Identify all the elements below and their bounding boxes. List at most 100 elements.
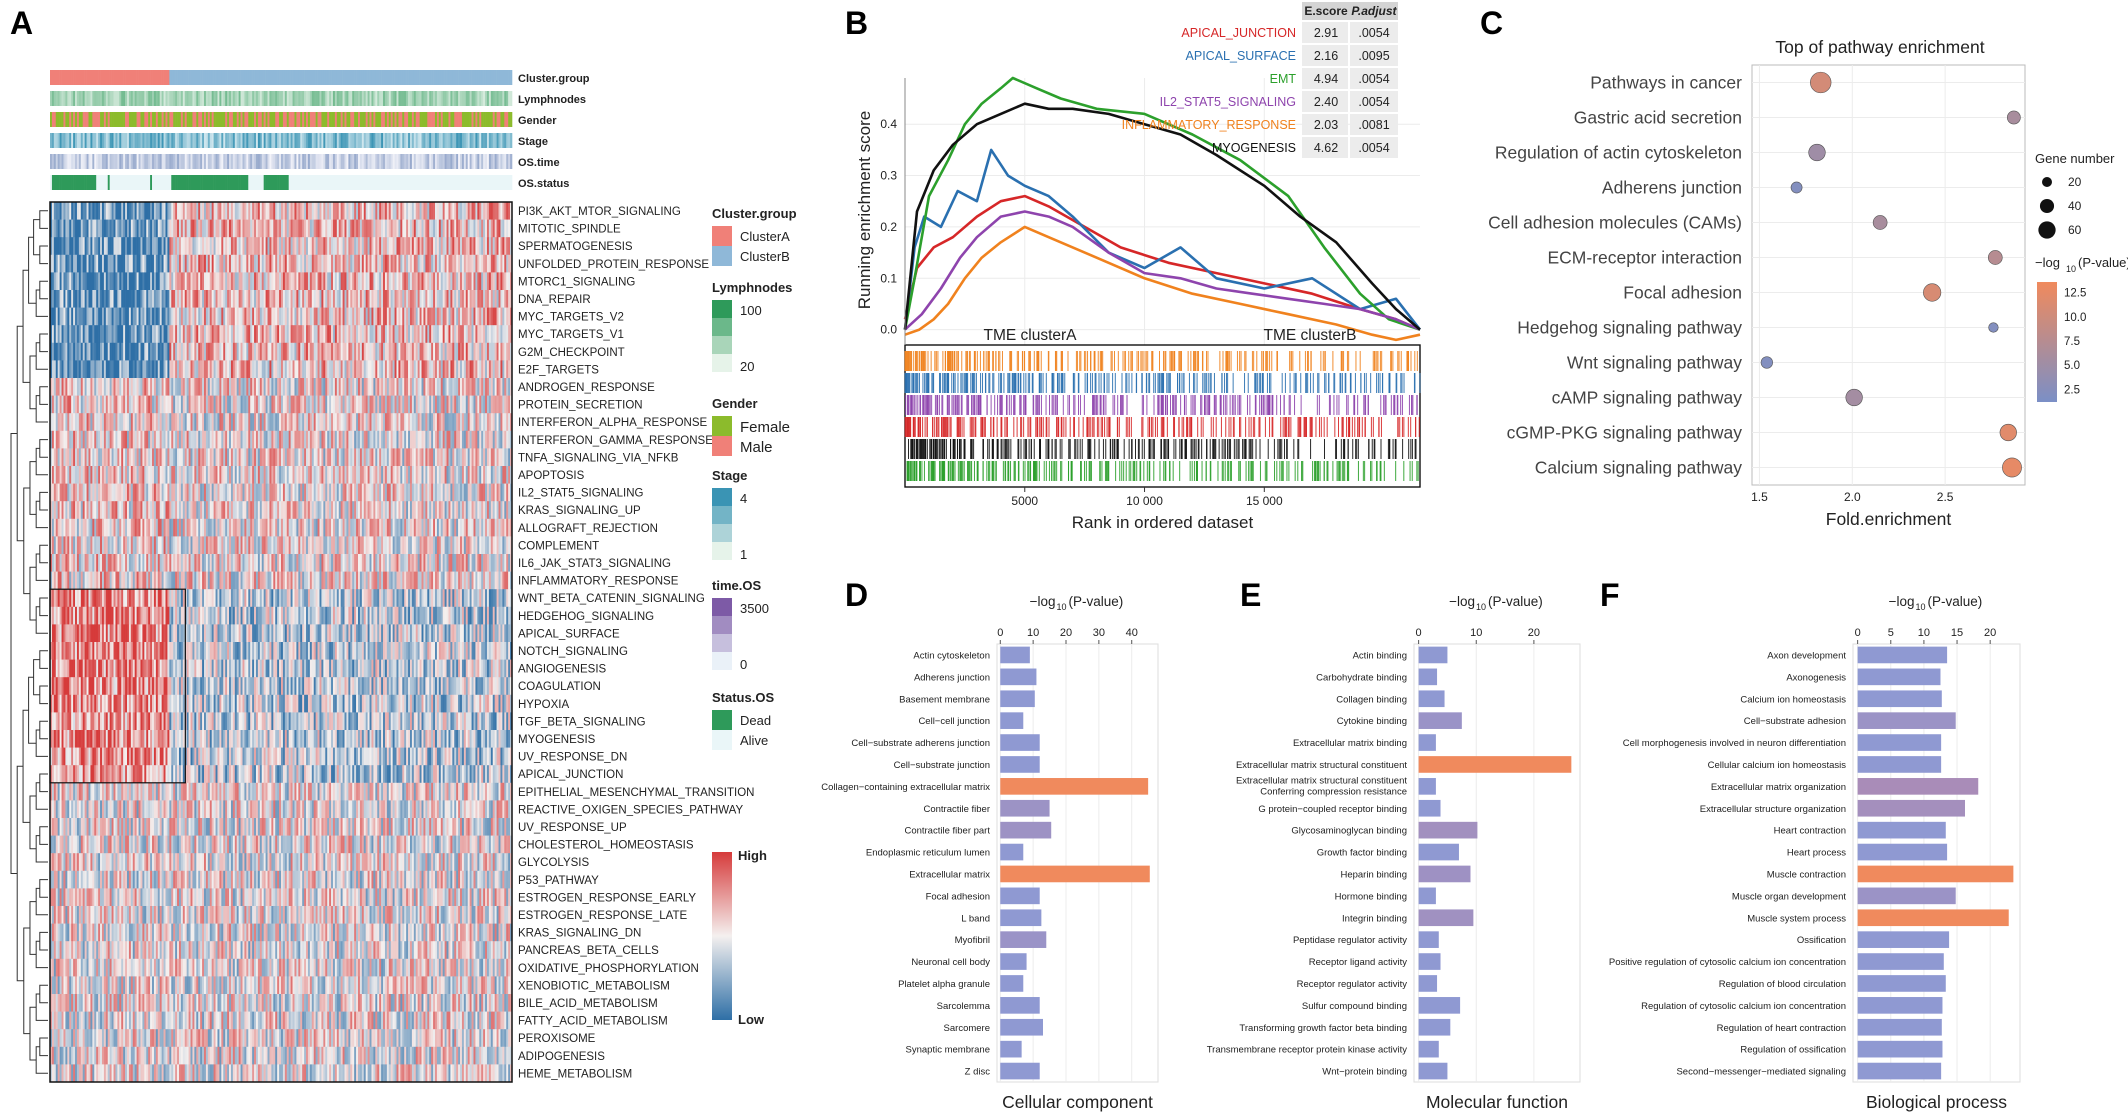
category-label: L band [961, 913, 990, 924]
category-label: Regulation of blood circulation [1719, 979, 1846, 990]
cellular-component-bar-panel: 0 10 20 30 40−log 10 (P-value)Actin cytoskelet… [821, 594, 1159, 1112]
bar [1000, 712, 1024, 729]
category-label: Regulation of ossification [1740, 1045, 1846, 1056]
category-label: Heart process [1787, 848, 1846, 859]
category-label: Sarcolemma [937, 1001, 991, 1012]
bar [1857, 843, 1948, 861]
table-header-escore: E.score [1304, 4, 1348, 18]
x-axis-label: Fold.enrichment [1826, 509, 1952, 529]
y-tick-label: 0.0 [880, 323, 897, 337]
bar [1418, 887, 1436, 905]
legend-title: Stage [712, 468, 747, 483]
table-cell-bg [1350, 68, 1398, 89]
bar [1857, 997, 1943, 1014]
bar [1418, 821, 1478, 839]
pathway-category-label: cAMP signaling pathway [1552, 388, 1743, 408]
enrichment-bubble [1808, 143, 1826, 162]
pathway-label: EPITHELIAL_MESENCHYMAL_TRANSITION [518, 787, 754, 799]
category-label: Z disc [965, 1067, 991, 1078]
bar [1857, 1062, 1942, 1080]
table-cell-bg [1302, 22, 1348, 43]
legend-tick: 20 [740, 359, 754, 374]
series-padjust: .0054 [1358, 72, 1389, 86]
pathway-label: G2M_CHECKPOINT [518, 347, 625, 359]
x-axis-label-sub: 10 [1476, 602, 1486, 612]
bar [1857, 668, 1941, 686]
category-label: Extracellular matrix structural constitu… [1236, 775, 1407, 786]
pathway-category-label: Wnt signaling pathway [1567, 353, 1742, 373]
bar [1000, 1018, 1043, 1036]
legend-item: ClusterA [740, 229, 790, 244]
size-legend-title: Gene number [2035, 151, 2115, 166]
category-label: Transforming growth factor beta binding [1239, 1023, 1407, 1034]
y-tick-label: 0.3 [880, 169, 897, 183]
scale-low-label: Low [738, 1012, 765, 1027]
category-axis-title: Biological process [1866, 1092, 2007, 1112]
x-tick-label: 30 [1093, 627, 1105, 639]
bar [1857, 690, 1942, 708]
y-axis-label: Running enrichment score [855, 111, 874, 309]
bar [1857, 953, 1944, 970]
x-tick-label: 5000 [1011, 494, 1038, 508]
size-legend-dot [2038, 221, 2056, 239]
pathway-label: UV_RESPONSE_DN [518, 752, 627, 764]
enrichment-bubble [1923, 283, 1942, 302]
pathway-category-label: Cell adhesion molecules (CAMs) [1488, 213, 1742, 233]
x-axis-label-prefix: −log [1889, 594, 1915, 609]
legend-swatch [712, 616, 732, 634]
bar [1000, 953, 1027, 970]
pathway-label: APICAL_JUNCTION [518, 769, 623, 781]
legend-tick: 4 [740, 491, 747, 506]
bar [1418, 1062, 1448, 1080]
legend-swatch [712, 542, 732, 560]
legend-swatch [712, 226, 732, 246]
pathway-label: INTERFERON_GAMMA_RESPONSE [518, 435, 713, 447]
category-label: Cytokine binding [1337, 716, 1407, 727]
bar [1418, 646, 1448, 664]
category-label: Actin binding [1353, 650, 1407, 661]
bar [1418, 975, 1438, 992]
series-legend-label: APICAL_JUNCTION [1181, 26, 1296, 40]
bar [1857, 887, 1956, 905]
legend-title: Gender [712, 396, 758, 411]
annotation-label: Lymphnodes [518, 94, 586, 106]
pathway-label: ADIPOGENESIS [518, 1051, 605, 1063]
barcode-row-il2-stat5-signaling [905, 395, 1418, 415]
series-legend-label: MYOGENESIS [1212, 141, 1296, 155]
annotation-track [50, 175, 513, 190]
bar [1418, 690, 1445, 708]
pathway-label: INFLAMMATORY_RESPONSE [518, 576, 679, 588]
enrichment-bubble [1872, 215, 1888, 230]
bar [1418, 865, 1471, 883]
highlight-box [49, 588, 186, 784]
category-label: Extracellular matrix organization [1711, 782, 1846, 793]
enrichment-bubble [1790, 181, 1803, 194]
pathway-label: PROTEIN_SECRETION [518, 400, 643, 412]
bar [1857, 975, 1946, 992]
bar [1418, 756, 1572, 773]
category-axis-title: Molecular function [1426, 1092, 1568, 1112]
size-legend-label: 40 [2068, 199, 2082, 213]
series-line-inflammatory-response [904, 225, 1421, 342]
x-axis-label-suffix: (P-value) [1488, 594, 1543, 609]
bar [1857, 1040, 1943, 1058]
x-axis-label: Rank in ordered dataset [1072, 513, 1254, 532]
category-label: Regulation of cytosolic calcium ion conc… [1641, 1001, 1846, 1012]
pathway-label: XENOBIOTIC_METABOLISM [518, 980, 670, 992]
category-label: Extracellular matrix [909, 869, 990, 880]
bar [1000, 997, 1040, 1014]
row-dendrogram [10, 210, 48, 1074]
pathway-label: MTORC1_SIGNALING [518, 276, 635, 288]
category-label: Axonogenesis [1786, 672, 1846, 683]
x-tick-label: 0 [1416, 627, 1422, 639]
category-label: Endoplasmic reticulum lumen [866, 848, 990, 859]
pathway-label: MITOTIC_SPINDLE [518, 224, 621, 236]
series-line-emt [903, 76, 1421, 331]
category-label: Platelet alpha granule [898, 979, 990, 990]
legend-item: Female [740, 419, 790, 436]
category-label: Receptor ligand activity [1309, 957, 1407, 968]
pathway-label: E2F_TARGETS [518, 364, 599, 376]
category-label: Ossification [1797, 935, 1846, 946]
series-escore: 2.16 [1314, 49, 1338, 63]
y-tick-label: 0.2 [880, 220, 897, 234]
